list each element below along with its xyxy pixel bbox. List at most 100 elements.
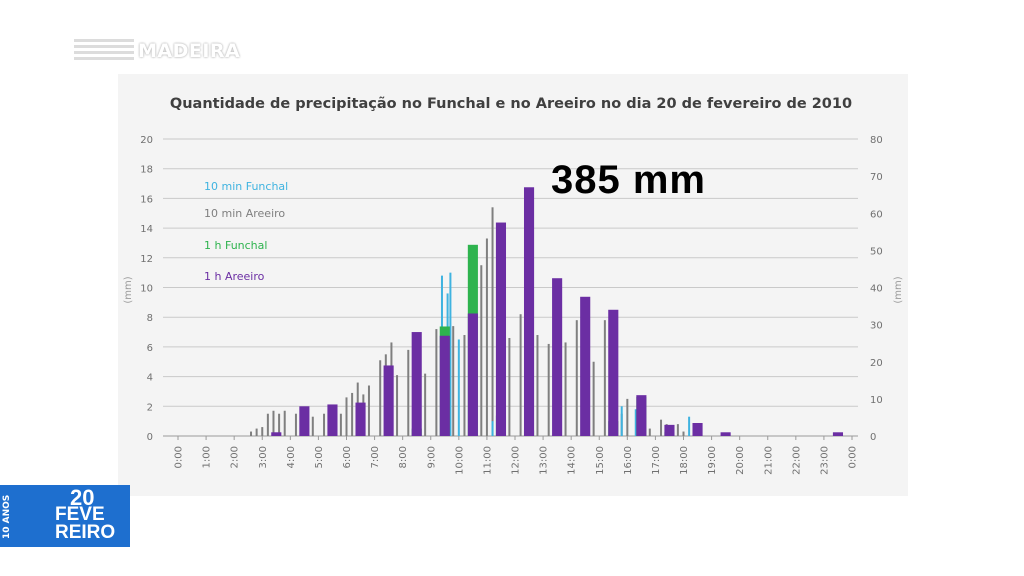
y-tick-label: 6	[147, 343, 153, 354]
x-tick-label: 20:00	[735, 446, 746, 475]
bar-1h-areeiro	[439, 335, 450, 436]
bar-10min-areeiro	[396, 375, 399, 436]
bar-10min-funchal	[634, 409, 637, 436]
bar-10min-areeiro	[311, 416, 314, 436]
y-tick-label: 16	[140, 194, 153, 205]
bar-10min-areeiro	[485, 238, 488, 436]
badge-years: 10 ANOS	[2, 494, 12, 540]
y2-tick-label: 70	[870, 172, 883, 183]
bar-10min-areeiro	[452, 326, 455, 436]
bar-10min-areeiro	[345, 397, 348, 436]
bar-10min-funchal	[620, 406, 623, 436]
bar-10min-areeiro	[266, 413, 269, 436]
bar-10min-areeiro	[351, 392, 354, 436]
bar-1h-areeiro	[552, 278, 563, 436]
bar-10min-areeiro	[547, 343, 550, 436]
x-tick-label: 11:00	[482, 446, 493, 475]
x-tick-label: 8:00	[398, 446, 409, 468]
x-tick-label: 1:00	[202, 446, 213, 468]
bar-1h-areeiro	[271, 432, 282, 436]
anniversary-badge: 10 ANOS 20 FEVE REIRO	[0, 485, 130, 547]
bar-10min-areeiro	[294, 413, 297, 436]
bar-10min-areeiro	[564, 342, 567, 436]
bar-10min-areeiro	[424, 373, 427, 436]
bar-1h-areeiro	[467, 313, 478, 436]
y-tick-label: 14	[140, 224, 153, 235]
bar-1h-areeiro	[383, 365, 394, 436]
bar-1h-areeiro	[355, 402, 366, 436]
x-tick-label: 13:00	[539, 446, 550, 475]
bar-10min-funchal	[491, 421, 494, 436]
x-tick-label: 21:00	[763, 446, 774, 475]
x-tick-label: 9:00	[426, 446, 437, 468]
x-tick-label: 16:00	[623, 446, 634, 475]
bar-10min-areeiro	[463, 335, 466, 436]
y2-tick-label: 0	[870, 432, 876, 443]
channel-logo: MADEIRA	[74, 36, 254, 66]
x-tick-label: 14:00	[567, 446, 578, 475]
y-tick-label: 18	[140, 165, 153, 176]
x-tick-label: 4:00	[286, 446, 297, 468]
y2-tick-label: 80	[870, 135, 883, 146]
bar-10min-areeiro	[676, 424, 679, 436]
bar-10min-areeiro	[435, 329, 438, 436]
chart-panel	[118, 74, 908, 496]
y-tick-label: 0	[147, 432, 153, 443]
badge-month-1: FEVE	[55, 504, 105, 525]
x-tick-label: 18:00	[679, 446, 690, 475]
chart-title: Quantidade de precipitação no Funchal e …	[170, 96, 852, 112]
bar-10min-areeiro	[261, 427, 264, 436]
bar-10min-areeiro	[508, 337, 511, 436]
bar-10min-areeiro	[536, 335, 539, 436]
bar-10min-areeiro	[491, 207, 494, 436]
y-tick-label: 4	[147, 373, 153, 384]
bar-10min-areeiro	[603, 320, 606, 436]
legend-entry: 10 min Areeiro	[204, 207, 285, 220]
y-tick-label: 10	[140, 284, 153, 295]
x-tick-label: 19:00	[707, 446, 718, 475]
y2-tick-label: 10	[870, 395, 883, 406]
y2-tick-label: 20	[870, 358, 883, 369]
bar-1h-areeiro	[495, 222, 507, 436]
y-axis-label: (mm)	[123, 276, 134, 303]
bar-10min-areeiro	[255, 428, 258, 436]
bar-10min-areeiro	[278, 413, 281, 436]
bar-10min-funchal	[457, 339, 460, 436]
x-tick-label: 23:00	[819, 446, 830, 475]
bar-1h-areeiro	[692, 423, 703, 436]
x-tick-label: 5:00	[314, 446, 325, 468]
x-tick-label: 12:00	[511, 446, 522, 475]
bar-10min-areeiro	[283, 410, 286, 436]
bar-10min-funchal	[688, 416, 691, 436]
x-tick-label: 17:00	[651, 446, 662, 475]
bar-10min-areeiro	[250, 431, 253, 436]
legend-entry: 1 h Areeiro	[204, 270, 265, 283]
bar-10min-funchal	[449, 272, 452, 436]
x-tick-label: 0:00	[848, 446, 859, 468]
bar-10min-areeiro	[648, 428, 651, 436]
bar-1h-areeiro	[664, 424, 675, 436]
y2-tick-label: 60	[870, 209, 883, 220]
bar-10min-areeiro	[323, 413, 326, 436]
bar-1h-areeiro	[327, 404, 338, 436]
x-tick-label: 7:00	[370, 446, 381, 468]
bar-10min-areeiro	[660, 419, 663, 436]
bar-10min-areeiro	[339, 413, 342, 436]
bar-10min-areeiro	[575, 320, 578, 436]
bar-1h-areeiro	[411, 332, 422, 436]
bar-10min-areeiro	[407, 349, 410, 436]
bar-10min-areeiro	[519, 314, 522, 436]
bar-10min-areeiro	[379, 360, 382, 436]
bar-10min-areeiro	[626, 398, 629, 436]
total-precipitation-label: 385 mm	[551, 158, 706, 202]
x-tick-label: 3:00	[258, 446, 269, 468]
y-tick-label: 2	[147, 402, 153, 413]
bar-1h-areeiro	[299, 406, 310, 436]
y-tick-label: 12	[140, 254, 153, 265]
logo-stripes-icon	[74, 39, 134, 63]
bar-1h-areeiro	[608, 309, 619, 436]
x-tick-label: 6:00	[342, 446, 353, 468]
y2-axis-label: (mm)	[893, 276, 904, 303]
bar-10min-areeiro	[367, 385, 370, 436]
